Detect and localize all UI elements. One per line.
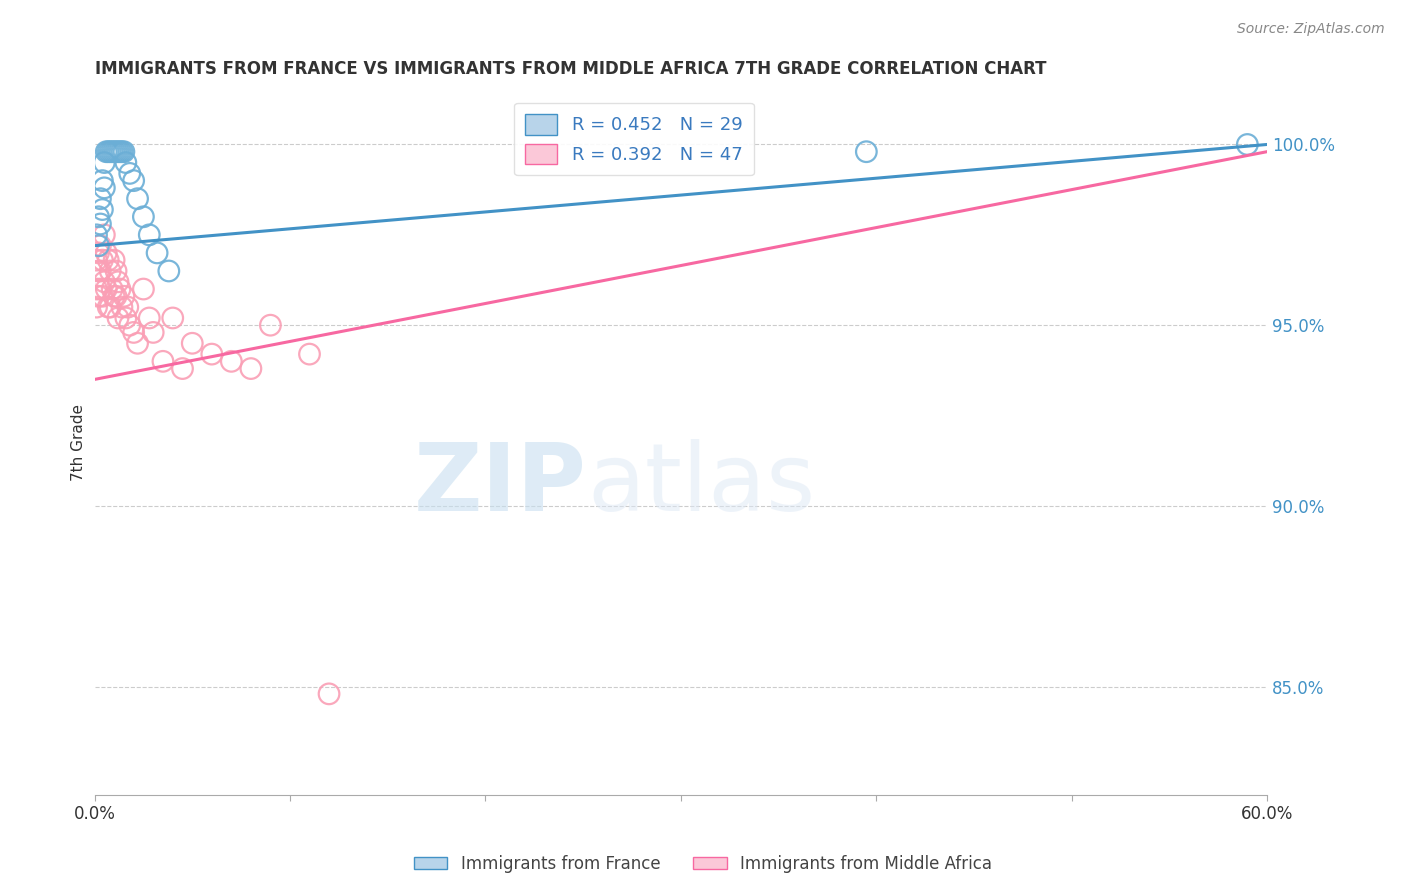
Point [96,282,118,296]
Point [105,264,128,278]
Point [86,282,108,296]
Point [221,354,243,368]
Point [87,210,110,224]
Point [172,361,194,376]
Point [108,282,131,296]
Point [118,166,141,180]
Point [142,326,165,340]
Point [181,336,204,351]
Point [138,227,160,242]
Point [157,264,180,278]
Point [96,246,118,260]
Point [107,275,129,289]
Legend: Immigrants from France, Immigrants from Middle Africa: Immigrants from France, Immigrants from … [408,848,998,880]
Point [138,310,160,325]
Point [86,253,108,268]
Y-axis label: 7th Grade: 7th Grade [72,404,86,481]
Point [127,192,149,206]
Point [91,253,114,268]
Point [93,155,115,169]
Point [97,300,120,314]
Text: ZIP: ZIP [415,439,586,531]
Point [103,253,125,268]
Point [201,347,224,361]
Point [86,227,108,242]
Point [87,289,110,303]
Point [87,238,110,252]
Point [318,687,340,701]
Point [93,181,115,195]
Point [107,145,129,159]
Text: atlas: atlas [586,439,815,531]
Point [93,275,115,289]
Point [89,282,111,296]
Text: IMMIGRANTS FROM FRANCE VS IMMIGRANTS FROM MIDDLE AFRICA 7TH GRADE CORRELATION CH: IMMIGRANTS FROM FRANCE VS IMMIGRANTS FRO… [94,60,1046,78]
Point [239,361,262,376]
Point [112,289,135,303]
Point [101,282,124,296]
Point [146,246,169,260]
Point [101,145,124,159]
Point [105,289,128,303]
Point [122,173,145,187]
Point [103,289,125,303]
Point [91,289,114,303]
Legend: R = 0.452   N = 29, R = 0.392   N = 47: R = 0.452 N = 29, R = 0.392 N = 47 [515,103,754,175]
Point [91,202,114,217]
Point [298,347,321,361]
Point [97,145,120,159]
Point [108,145,131,159]
Point [162,310,184,325]
Point [132,210,155,224]
Point [152,354,174,368]
Point [855,145,877,159]
Point [98,300,121,314]
Point [259,318,281,333]
Point [117,300,139,314]
Point [91,173,114,187]
Point [111,300,134,314]
Point [122,326,145,340]
Point [1236,137,1258,152]
Point [96,145,118,159]
Point [97,253,120,268]
Text: Source: ZipAtlas.com: Source: ZipAtlas.com [1237,22,1385,37]
Point [112,145,135,159]
Point [87,246,110,260]
Point [114,155,136,169]
Point [127,336,149,351]
Point [103,145,125,159]
Point [118,318,141,333]
Point [89,264,111,278]
Point [98,264,121,278]
Point [86,300,108,314]
Point [89,217,111,231]
Point [98,145,121,159]
Point [93,227,115,242]
Point [107,310,129,325]
Point [111,145,134,159]
Point [89,192,111,206]
Point [105,145,128,159]
Point [114,310,136,325]
Point [87,264,110,278]
Point [132,282,155,296]
Point [89,238,111,252]
